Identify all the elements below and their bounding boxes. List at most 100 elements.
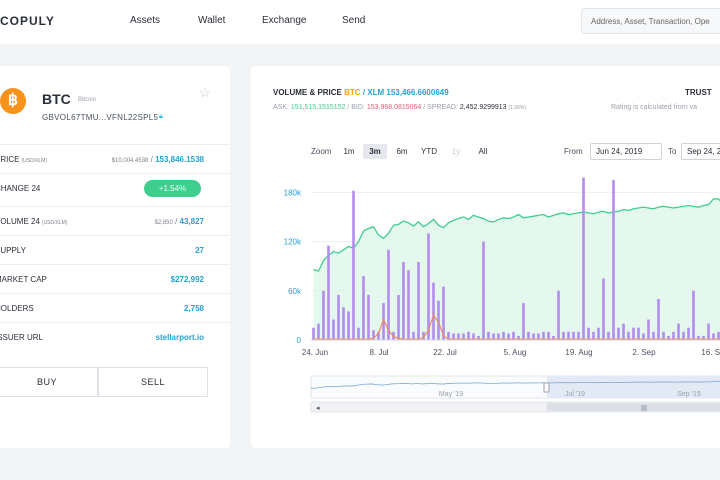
nav-assets[interactable]: Assets — [130, 15, 161, 26]
volume-bar — [542, 331, 545, 340]
navigator-label: May '19 — [439, 391, 463, 398]
from-label: From — [564, 147, 583, 156]
x-tick-label: 2. Sep — [632, 348, 656, 357]
volume-bar — [672, 331, 675, 340]
volume-bar — [352, 190, 355, 340]
nav-exchange[interactable]: Exchange — [262, 15, 307, 26]
navigator-label: Sep '19 — [677, 391, 701, 398]
holders-value[interactable]: 2,758 — [183, 304, 204, 313]
volume-bar — [377, 331, 380, 340]
volume-bar — [412, 331, 415, 340]
volume-bar — [527, 331, 530, 340]
volume-bar — [482, 241, 485, 340]
volume-bar — [692, 290, 695, 340]
zoom-3m-button[interactable]: 3m — [363, 144, 387, 159]
volume-bar — [562, 331, 565, 340]
price-label: PRICE(USD/XLM) — [0, 155, 48, 164]
lock-icon: 🔒︎ — [159, 113, 163, 120]
price-row: PRICE(USD/XLM) $10,004.4538 / 153,846.15… — [0, 144, 230, 173]
buy-button[interactable]: BUY — [0, 367, 98, 397]
app-logo[interactable]: COPULY — [0, 14, 55, 28]
volume-bar — [702, 335, 705, 340]
volume-bar — [407, 270, 410, 340]
volume-bar — [622, 323, 625, 340]
issuer-url-row: ISSUER URL stellarport.io — [0, 322, 230, 351]
volume-bar — [422, 331, 425, 340]
search-input[interactable]: Address, Asset, Transaction, Ope — [581, 8, 720, 34]
to-label: To — [668, 147, 677, 156]
volume-bar — [717, 331, 720, 340]
volume-bar — [367, 294, 370, 340]
volume-bar — [657, 299, 660, 340]
volume-bar — [617, 327, 620, 340]
volume-bar — [327, 245, 330, 340]
volume-bar — [397, 294, 400, 340]
nav-send[interactable]: Send — [342, 15, 366, 26]
navigator-selection — [547, 376, 720, 398]
volume-bar — [312, 327, 315, 340]
price-line — [313, 198, 720, 272]
volume-bar — [417, 262, 420, 340]
volume-bar — [447, 331, 450, 340]
navigator-handle — [543, 382, 550, 393]
volume-bar — [337, 294, 340, 340]
volume-bar — [472, 333, 475, 340]
nav-wallet[interactable]: Wallet — [198, 15, 226, 26]
change-badge: +1.54% — [144, 180, 201, 197]
zoom-6m-button[interactable]: 6m — [396, 147, 408, 156]
holders-label: HOLDERS — [0, 304, 34, 313]
zoom-ytd-button[interactable]: YTD — [421, 147, 437, 156]
volume-bar — [362, 276, 365, 340]
volume-bar — [612, 180, 615, 340]
favorite-star-icon[interactable]: ☆ — [199, 85, 211, 100]
to-date-input[interactable]: Sep 24, 2019 — [681, 143, 720, 160]
volume-bar — [582, 177, 585, 340]
asset-name: Bitcoin — [78, 97, 97, 103]
zoom-label: Zoom — [311, 147, 332, 156]
volume-bar — [587, 327, 590, 340]
bitcoin-logo-icon: ฿ — [0, 88, 26, 114]
volume-bar — [492, 333, 495, 340]
volume-bar — [572, 331, 575, 340]
volume-bar — [487, 331, 490, 340]
x-tick-label: 22. Jul — [433, 348, 457, 357]
volume-bar — [437, 300, 440, 340]
change-row: CHANGE 24 +1.54% — [0, 173, 230, 202]
volume-bar — [602, 278, 605, 340]
scroll-left-arrow-icon[interactable]: ◂ — [316, 404, 320, 412]
volume-bar — [707, 323, 710, 340]
issuer-url-link[interactable]: stellarport.io — [155, 333, 204, 342]
volume-bar — [467, 331, 470, 340]
volume-bar — [457, 333, 460, 340]
volume-bar — [477, 335, 480, 340]
trust-note: Rating is calculated from va — [611, 104, 697, 111]
volume-bar — [357, 327, 360, 340]
price-value: $10,004.4538 / 153,846.1538 — [111, 155, 204, 164]
change-label: CHANGE 24 — [0, 184, 41, 193]
zoom-1m-button[interactable]: 1m — [343, 147, 355, 156]
volume-bar — [372, 330, 375, 340]
y-tick-label: 120k — [284, 238, 302, 247]
volume-bar — [497, 333, 500, 340]
volume-bar — [342, 307, 345, 340]
market-cap-label: MARKET CAP — [0, 275, 47, 284]
volume-bar — [442, 286, 445, 340]
volume-bar — [647, 319, 650, 340]
price-area-fill — [313, 198, 720, 340]
zoom-1y-button[interactable]: 1y — [451, 147, 461, 156]
volume-bar — [687, 327, 690, 340]
volume-bar — [317, 323, 320, 340]
asset-issuer[interactable]: GBVOL67TMU...VFNL22SPL5 — [42, 113, 159, 122]
volume-bar — [557, 290, 560, 340]
volume-bar — [552, 335, 555, 340]
sell-button[interactable]: SELL — [98, 367, 208, 397]
trades-line — [313, 314, 720, 340]
scrollbar-grip-icon[interactable]: ||| — [641, 405, 647, 412]
navigator-scrollbar — [310, 401, 720, 413]
zoom-all-button[interactable]: All — [478, 147, 488, 156]
volume-bar — [322, 290, 325, 340]
volume-bar — [387, 249, 390, 340]
from-date-input[interactable]: Jun 24, 2019 — [590, 143, 662, 160]
volume-bar — [642, 333, 645, 340]
volume-price-chart: 0 60k 120k 180k 24. Jun 8. Jul 22. Jul 5. Aug 19… — [284, 177, 720, 413]
